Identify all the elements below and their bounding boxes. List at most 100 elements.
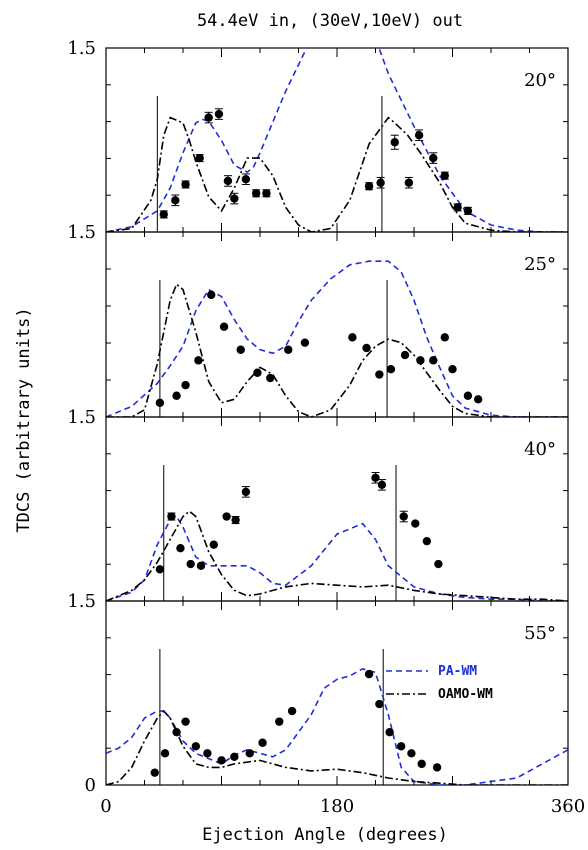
data-point xyxy=(348,333,357,342)
data-point xyxy=(440,333,449,342)
data-point xyxy=(258,738,267,747)
series-line-oamo-wm xyxy=(106,709,568,785)
data-point xyxy=(429,356,438,365)
data-point xyxy=(390,138,399,147)
data-point xyxy=(214,109,224,119)
data-point xyxy=(196,561,206,570)
data-point xyxy=(453,203,462,212)
series-line-oamo-wm xyxy=(106,116,568,232)
data-point xyxy=(181,717,190,726)
data-point xyxy=(194,356,203,365)
data-point xyxy=(362,343,371,353)
data-point xyxy=(253,368,262,377)
data-point xyxy=(155,398,165,408)
data-point xyxy=(230,752,239,762)
data-point xyxy=(275,717,284,726)
data-point xyxy=(414,131,424,140)
panel-2: 25° 1.5 xyxy=(67,231,569,428)
data-point xyxy=(241,487,251,497)
x-tick-label: 0 xyxy=(100,796,111,817)
data-point xyxy=(416,356,425,365)
panel-4: 55° 0 xyxy=(85,600,569,796)
data-point xyxy=(171,196,180,205)
data-point xyxy=(217,756,226,765)
panel-label: 25° xyxy=(524,254,556,275)
data-point xyxy=(411,519,420,528)
data-point xyxy=(386,365,396,374)
x-tick-label: 360 xyxy=(551,796,585,817)
data-point xyxy=(172,391,181,400)
legend-label-oamo-wm: OAMO-WM xyxy=(438,687,493,702)
panel-3: 40° 1.5 xyxy=(67,416,569,612)
data-point xyxy=(463,391,473,400)
data-point xyxy=(245,749,254,758)
data-point xyxy=(176,544,185,553)
data-point xyxy=(396,742,406,751)
y-tick-label: 1.5 xyxy=(67,222,96,243)
panel-frame xyxy=(105,600,569,786)
data-point xyxy=(399,512,408,521)
data-point xyxy=(219,322,229,331)
panel-label: 55° xyxy=(524,623,556,644)
data-point xyxy=(448,365,457,374)
data-point xyxy=(181,380,190,390)
data-point xyxy=(204,113,213,122)
panel-frame xyxy=(105,231,569,418)
data-point xyxy=(236,345,245,354)
data-point xyxy=(241,175,251,184)
panel-1: 20° 1.5 1.5 xyxy=(67,38,569,243)
data-point xyxy=(251,189,261,198)
data-point xyxy=(186,559,195,569)
data-point xyxy=(407,749,416,758)
panels-group: 20° 1.5 1.5 25° 1.5 40° 1.5 55° 0 xyxy=(67,38,569,796)
data-point xyxy=(429,153,438,163)
data-point xyxy=(473,395,483,404)
data-point xyxy=(203,749,212,758)
data-point xyxy=(300,338,310,347)
data-point xyxy=(371,473,380,482)
data-point xyxy=(364,182,374,191)
series-line-pa-wm xyxy=(106,260,568,417)
data-point xyxy=(417,759,426,769)
data-point xyxy=(191,742,201,751)
series-line-oamo-wm xyxy=(106,510,568,601)
series-line-pa-wm xyxy=(106,667,568,785)
data-point xyxy=(155,565,165,574)
data-point xyxy=(209,540,218,549)
data-point xyxy=(400,350,410,360)
series-line-pa-wm xyxy=(106,48,568,232)
data-point xyxy=(385,728,394,737)
legend-label-pa-wm: PA-WM xyxy=(438,664,477,679)
data-point xyxy=(159,210,168,219)
data-point xyxy=(376,178,385,187)
y-tick-label: 1.5 xyxy=(67,407,96,428)
data-point xyxy=(422,536,432,546)
data-point xyxy=(207,290,216,300)
y-tick-label: 1.5 xyxy=(67,38,96,59)
data-point xyxy=(223,176,233,186)
chart-title: 54.4eV in, (30eV,10eV) out xyxy=(197,11,463,31)
data-point xyxy=(222,512,231,521)
panel-frame xyxy=(105,416,569,602)
data-point xyxy=(375,699,384,709)
data-point xyxy=(377,480,387,490)
data-point xyxy=(434,559,443,569)
data-point xyxy=(375,370,384,379)
x-axis-label: Ejection Angle (degrees) xyxy=(202,825,448,845)
y-axis-label: TDCS (arbitrary units) xyxy=(14,307,34,532)
data-point xyxy=(266,373,275,383)
x-tick-label: 180 xyxy=(320,796,354,817)
data-point xyxy=(432,763,442,772)
data-point xyxy=(150,768,159,777)
data-point xyxy=(181,180,190,189)
data-point xyxy=(287,706,297,716)
data-point xyxy=(404,178,414,187)
data-point xyxy=(172,728,181,737)
panel-label: 20° xyxy=(524,70,556,91)
data-point xyxy=(160,749,170,758)
data-point xyxy=(262,189,271,198)
legend: PA-WM OAMO-WM xyxy=(386,664,493,702)
data-point xyxy=(463,206,473,216)
y-tick-label: 1.5 xyxy=(67,591,96,612)
